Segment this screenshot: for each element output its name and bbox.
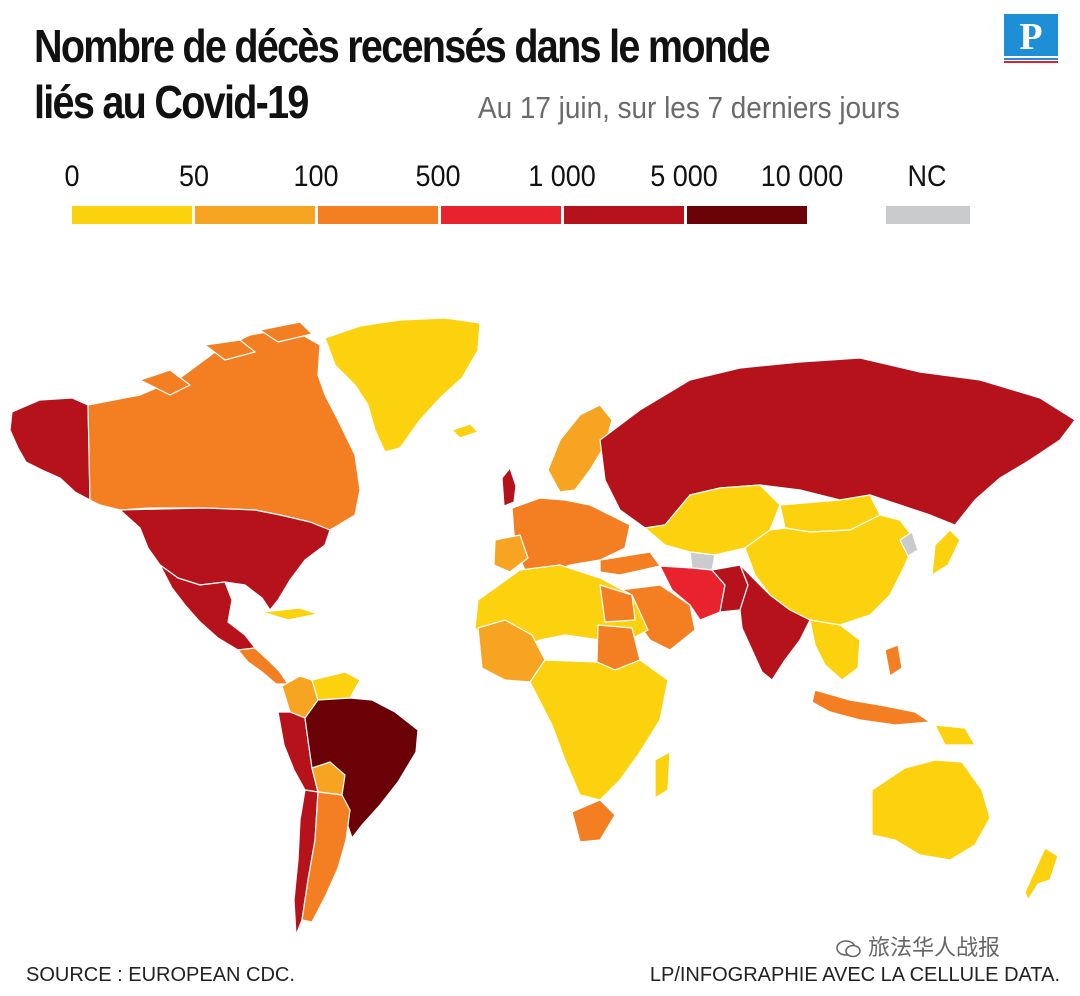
wechat-icon (836, 940, 861, 958)
legend-label-10000: 10 000 (760, 160, 844, 193)
scandinavia (547, 404, 613, 493)
mexico (159, 564, 256, 651)
legend-label-0: 0 (64, 160, 80, 193)
turkey (599, 551, 661, 576)
south-africa (571, 799, 616, 843)
australia (871, 759, 991, 861)
argentina (301, 791, 351, 923)
map-title: Nombre de décès recensés dans le monde l… (34, 18, 808, 130)
footer-source: SOURCE : EUROPEAN CDC. (26, 964, 295, 986)
alaska (9, 397, 91, 501)
legend-label-nc: NC (907, 160, 947, 193)
footer-credit: LP/INFOGRAPHIE AVEC LA CELLULE DATA. (649, 964, 1060, 986)
central-asia (644, 484, 781, 556)
canada-islands (139, 321, 313, 396)
logo-letter: P (1019, 16, 1042, 58)
le-parisien-logo: P (1004, 14, 1058, 63)
legend-label-100: 100 (293, 160, 339, 193)
legend-label-1000: 1 000 (528, 160, 596, 193)
madagascar (654, 751, 671, 799)
central-africa (529, 659, 669, 801)
new-zealand (1024, 847, 1059, 901)
india (739, 564, 811, 681)
world-map (9, 317, 1076, 936)
legend-swatch-5000-10000 (687, 206, 807, 224)
indonesia (811, 689, 931, 726)
title-line-1: Nombre de décès recensés dans le monde (34, 20, 771, 72)
legend-label-500: 500 (415, 160, 461, 193)
philippines (884, 644, 903, 677)
egypt (599, 584, 636, 623)
japan (931, 529, 961, 576)
southeast-asia (809, 619, 861, 681)
map-subtitle: Au 17 juin, sur les 7 derniers jours (478, 90, 900, 125)
title-line-2: liés au Covid-19 (34, 76, 309, 128)
watermark-text: 旅法华人战报 (868, 935, 1001, 960)
legend-label-5000: 5 000 (650, 160, 718, 193)
bolivia (311, 761, 346, 796)
papua (934, 724, 976, 746)
cuba (261, 607, 319, 621)
united-kingdom (501, 467, 517, 507)
legend-swatch-500-1000 (441, 206, 561, 224)
legend-swatch-50-100 (195, 206, 315, 224)
iceland (451, 423, 479, 439)
venezuela (311, 671, 361, 701)
turkmenistan (689, 551, 716, 571)
legend-swatch-0-50 (72, 206, 192, 224)
north-korea (899, 531, 919, 557)
greenland (324, 317, 481, 453)
legend-swatch-1000-5000 (564, 206, 684, 224)
legend-swatch-nc (886, 206, 970, 224)
legend: 0 50 100 500 1 000 5 000 10 000 NC (0, 160, 1080, 230)
iberia (493, 534, 529, 573)
watermark: 旅法华人战报 (836, 930, 1000, 962)
legend-swatch-100-500 (318, 206, 438, 224)
central-america (237, 647, 289, 685)
legend-label-50: 50 (178, 160, 210, 193)
